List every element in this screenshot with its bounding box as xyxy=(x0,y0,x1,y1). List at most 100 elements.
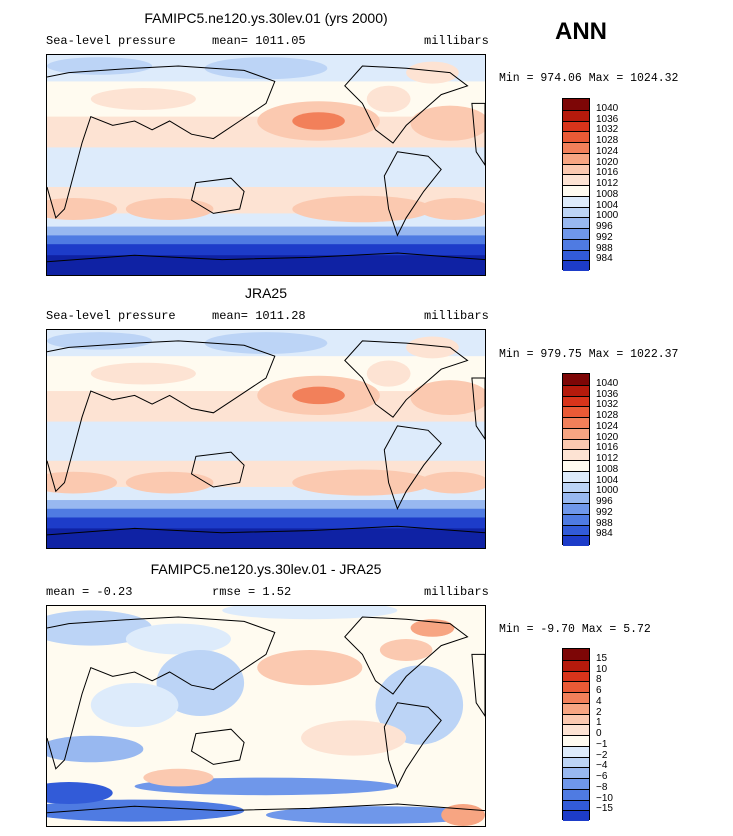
colorbar-swatch xyxy=(563,174,589,185)
high-pressure-cell xyxy=(90,362,196,385)
slp-band xyxy=(47,508,485,519)
colorbar-swatch xyxy=(563,788,589,800)
high-pressure-cell xyxy=(406,336,459,359)
colorbar-swatch xyxy=(563,492,589,503)
colorbar-tick-label: 1024 xyxy=(596,420,619,432)
slp-band xyxy=(47,500,485,510)
colorbar-swatch xyxy=(563,649,589,660)
colorbar xyxy=(562,373,590,546)
colorbar-tick-label: 1036 xyxy=(596,113,619,125)
slp-band xyxy=(47,147,485,188)
high-pressure-cell xyxy=(292,112,345,130)
colorbar-tick-label: −4 xyxy=(596,760,608,772)
coastline xyxy=(190,451,245,488)
colorbar-swatch xyxy=(563,799,589,811)
colorbar-tick-label: −1 xyxy=(596,738,608,750)
colorbar-tick-label: 996 xyxy=(596,221,613,232)
colorbar-tick-label: 10 xyxy=(596,663,608,675)
panel-minmax: Min = 974.06 Max = 1024.32 xyxy=(499,72,679,85)
colorbar-swatch xyxy=(563,745,589,757)
colorbar-tick-label: 984 xyxy=(596,253,613,265)
negative-anomaly xyxy=(375,665,464,745)
colorbar-swatch xyxy=(563,503,589,514)
coastline xyxy=(383,702,442,788)
panel-title: JRA25 xyxy=(244,285,288,301)
high-pressure-cell xyxy=(125,198,214,220)
colorbar-swatch xyxy=(563,131,589,142)
slp-band xyxy=(47,235,485,246)
panel-title: FAMIPC5.ne120.ys.30lev.01 - JRA25 xyxy=(150,561,382,577)
coastline xyxy=(47,65,276,219)
colorbar-tick-label: 1012 xyxy=(596,178,619,189)
panel-left-label: Sea-level pressure xyxy=(46,34,176,48)
colorbar-swatch xyxy=(563,681,589,692)
colorbar-swatch xyxy=(563,724,589,735)
positive-anomaly xyxy=(379,639,433,661)
colorbar-swatch xyxy=(563,206,589,218)
colorbar-swatch xyxy=(563,142,589,153)
coastline xyxy=(47,525,485,536)
colorbar xyxy=(562,648,590,821)
positive-anomaly xyxy=(410,619,455,637)
colorbar-swatch xyxy=(563,260,589,271)
map-panel xyxy=(46,54,486,276)
high-pressure-cell xyxy=(410,105,485,141)
colorbar-swatch xyxy=(563,756,589,768)
panel-units-label: millibars xyxy=(424,34,489,48)
colorbar-tick-label: 0 xyxy=(596,728,602,739)
coastline xyxy=(47,340,276,493)
high-pressure-cell xyxy=(366,360,411,387)
positive-anomaly xyxy=(143,768,214,787)
colorbar-tick-label: 1000 xyxy=(596,210,619,222)
colorbar-swatch xyxy=(563,374,589,385)
colorbar-tick-label: −6 xyxy=(596,771,608,782)
colorbar-tick-label: 1036 xyxy=(596,388,619,400)
high-pressure-cell xyxy=(292,386,345,405)
colorbar-tick-label: 1012 xyxy=(596,453,619,464)
colorbar-tick-label: 988 xyxy=(596,242,613,254)
low-pressure-cell xyxy=(47,332,153,350)
coastline xyxy=(383,151,442,237)
colorbar-tick-label: 992 xyxy=(596,506,613,518)
colorbar-tick-label: 1028 xyxy=(596,410,619,421)
panel-minmax: Min = -9.70 Max = 5.72 xyxy=(499,623,651,636)
high-pressure-cell xyxy=(125,471,214,494)
map-panel xyxy=(46,605,486,827)
coastline xyxy=(190,177,245,214)
low-pressure-cell xyxy=(204,332,328,354)
colorbar-tick-label: −8 xyxy=(596,781,608,793)
positive-anomaly xyxy=(301,720,407,756)
colorbar-swatch xyxy=(563,513,589,525)
colorbar-tick-label: 4 xyxy=(596,695,602,707)
high-pressure-cell xyxy=(47,471,118,494)
panel-units-label: millibars xyxy=(424,309,489,323)
colorbar-swatch xyxy=(563,778,589,789)
colorbar-swatch xyxy=(563,99,589,110)
slp-band xyxy=(47,421,485,462)
high-pressure-cell xyxy=(419,198,485,220)
slp-band xyxy=(47,226,485,237)
high-pressure-cell xyxy=(419,471,485,494)
negative-anomaly xyxy=(47,735,144,763)
negative-anomaly xyxy=(266,806,485,824)
colorbar-swatch xyxy=(563,417,589,428)
colorbar-tick-label: 1028 xyxy=(596,135,619,146)
colorbar-swatch xyxy=(563,395,589,407)
panel-left-label: mean = -0.23 xyxy=(46,585,133,599)
panel-units-label: millibars xyxy=(424,585,489,599)
high-pressure-cell xyxy=(292,195,433,223)
colorbar-swatch xyxy=(563,481,589,493)
colorbar-tick-label: 992 xyxy=(596,231,613,243)
colorbar-tick-label: 15 xyxy=(596,652,608,664)
colorbar-tick-label: 1000 xyxy=(596,485,619,497)
colorbar-swatch xyxy=(563,238,589,250)
coastline xyxy=(47,803,485,814)
colorbar-tick-label: 1016 xyxy=(596,442,619,454)
colorbar-tick-label: 1008 xyxy=(596,188,619,200)
colorbar-tick-label: 988 xyxy=(596,517,613,529)
panel-title: FAMIPC5.ne120.ys.30lev.01 (yrs 2000) xyxy=(144,10,388,26)
colorbar-tick-label: 1032 xyxy=(596,399,619,411)
coastline xyxy=(471,102,485,166)
colorbar-tick-label: 1024 xyxy=(596,145,619,157)
colorbar-swatch xyxy=(563,659,589,671)
